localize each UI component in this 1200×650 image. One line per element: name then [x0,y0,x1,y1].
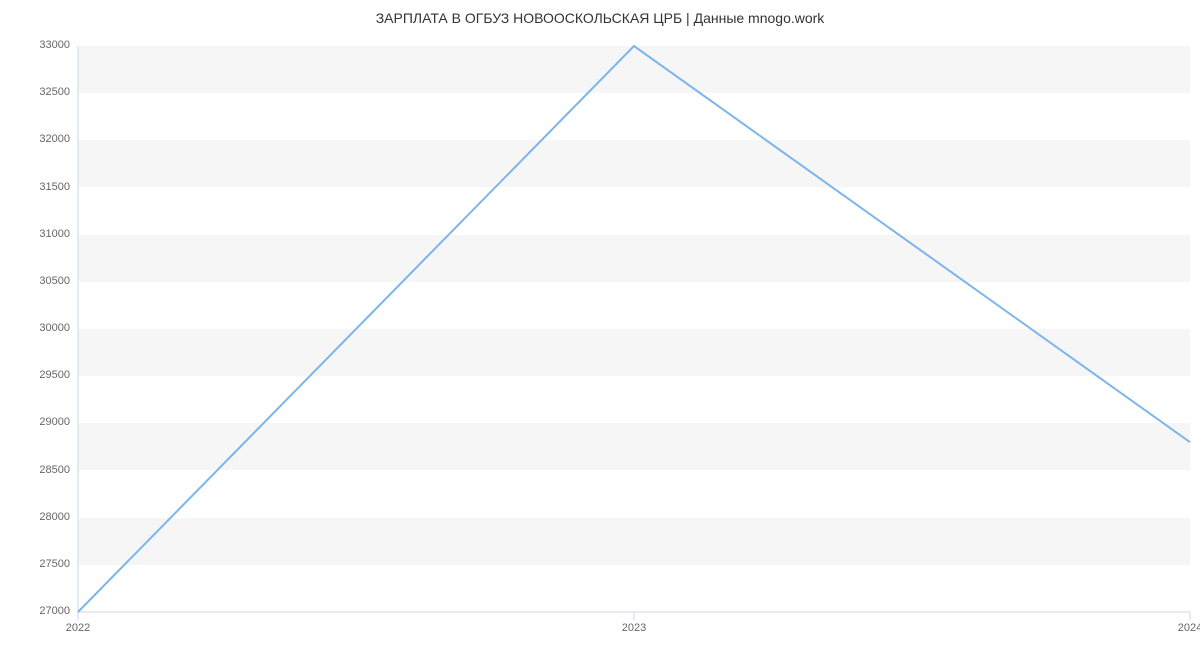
y-axis-label: 32000 [10,133,70,145]
y-axis-label: 31500 [10,181,70,193]
x-axis-label: 2023 [604,622,664,634]
y-axis-label: 31000 [10,228,70,240]
x-axis-label: 2022 [48,622,108,634]
y-axis-label: 28500 [10,464,70,476]
chart-title: ЗАРПЛАТА В ОГБУЗ НОВООСКОЛЬСКАЯ ЦРБ | Да… [0,10,1200,26]
y-axis-label: 33000 [10,39,70,51]
x-axis-label: 2024 [1160,622,1200,634]
y-axis-label: 27500 [10,558,70,570]
y-axis-label: 29500 [10,369,70,381]
y-axis-label: 30500 [10,275,70,287]
y-axis-label: 28000 [10,511,70,523]
y-axis-label: 32500 [10,86,70,98]
salary-line-chart: ЗАРПЛАТА В ОГБУЗ НОВООСКОЛЬСКАЯ ЦРБ | Да… [0,0,1200,650]
plot-area [78,46,1190,612]
y-axis-label: 30000 [10,322,70,334]
y-axis-label: 29000 [10,416,70,428]
line-series [78,46,1190,612]
y-axis-label: 27000 [10,605,70,617]
